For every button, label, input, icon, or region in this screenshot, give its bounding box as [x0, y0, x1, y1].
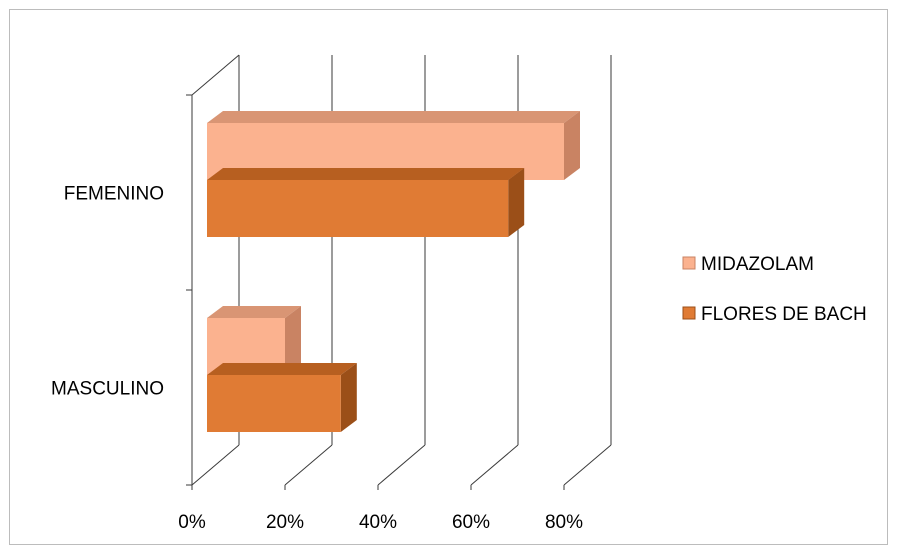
bar-top-face — [207, 168, 525, 180]
x-tick-label: 0% — [178, 512, 206, 533]
category-label: MASCULINO — [51, 379, 164, 400]
gridline-floor — [563, 444, 612, 486]
bar — [207, 168, 525, 237]
bar-side-face — [508, 168, 525, 237]
bars-layer — [207, 111, 580, 432]
bar-side-face — [285, 306, 301, 375]
bar-side-face — [340, 363, 357, 432]
x-tick-label: 20% — [266, 512, 304, 533]
labels-layer: 0% 20% 40% 60% 80% FEMENINO MASCULINO — [51, 184, 583, 534]
x-tick-label: 60% — [452, 512, 490, 533]
bar — [207, 363, 357, 432]
bar-front-face — [207, 180, 509, 237]
legend-label: MIDAZOLAM — [701, 254, 814, 275]
gridline-floor — [191, 444, 240, 486]
gridline-floor — [377, 444, 426, 486]
bar-top-face — [207, 306, 301, 318]
x-tick-label: 40% — [359, 512, 397, 533]
x-tick-label: 80% — [545, 512, 583, 533]
bar-top-face — [207, 363, 357, 375]
bar-side-face — [564, 111, 580, 180]
legend-swatch — [682, 306, 696, 320]
gridline-floor — [470, 444, 519, 486]
bar-top-face — [207, 111, 580, 123]
wall-top-edge — [191, 54, 240, 96]
legend-swatch — [682, 256, 696, 270]
chart-frame — [9, 9, 888, 545]
legend-label: FLORES DE BACH — [701, 304, 867, 325]
bar-front-face — [207, 375, 341, 432]
gridline-floor — [284, 444, 333, 486]
category-label: FEMENINO — [64, 184, 164, 205]
legend: MIDAZOLAM FLORES DE BACH — [682, 254, 867, 325]
